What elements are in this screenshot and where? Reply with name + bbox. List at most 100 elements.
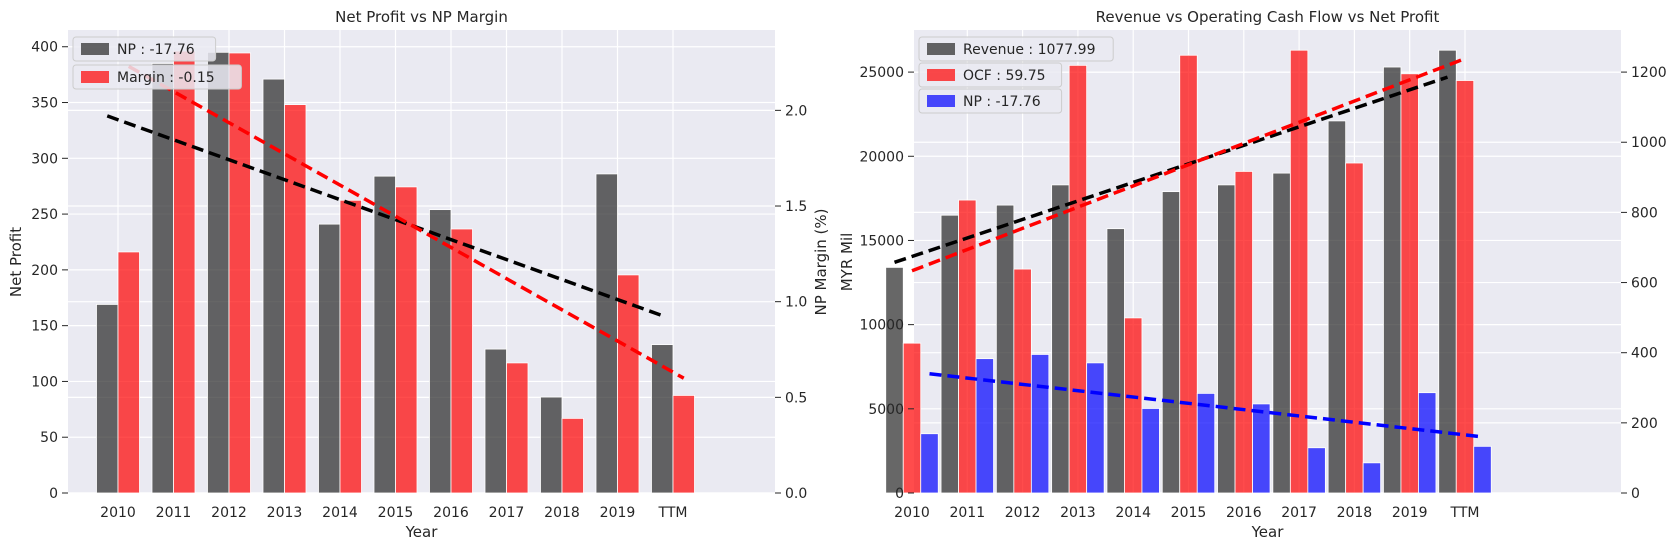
legend-left: NP : -17.76 Margin : -0.15: [72, 36, 242, 90]
x-tick-label: 2018: [544, 505, 580, 521]
x-tick-label: 2015: [1171, 505, 1207, 521]
y-tick-label: 50: [40, 430, 58, 446]
bar-np-2011: [151, 63, 174, 494]
y-tick-label: 200: [31, 263, 58, 279]
bar-np-2017: [1307, 447, 1326, 494]
y2-tick-label: 400: [1631, 346, 1658, 362]
trend-line-np: [106, 114, 663, 318]
bar-np-2012: [1030, 354, 1050, 494]
bar-revenue-2015: [1161, 191, 1181, 494]
x-axis-label-left: Year: [405, 523, 439, 541]
bar-revenue-2012: [995, 204, 1015, 494]
legend-label: OCF : 59.75: [963, 68, 1046, 84]
bar-margin-2014: [339, 199, 362, 494]
x-tick-label: 2012: [1005, 505, 1041, 521]
bar-ocf-2018: [1345, 162, 1364, 494]
bar-np-2010: [96, 304, 119, 494]
bar-margin-2017: [506, 362, 529, 494]
y2-tick-label: 0.0: [785, 486, 807, 502]
y-tick-label: 10000: [859, 318, 904, 334]
bar-np-2016: [1252, 403, 1271, 494]
legend-label: Revenue : 1077.99: [963, 42, 1095, 58]
legend-label: NP : -17.76: [117, 42, 195, 58]
legend-swatch: [81, 71, 109, 83]
bar-np-2014: [1141, 408, 1160, 494]
chart-title-right: Revenue vs Operating Cash Flow vs Net Pr…: [1096, 8, 1440, 26]
y-tick-label: 150: [31, 319, 58, 335]
bar-margin-2016: [450, 228, 473, 494]
legend-label: Margin : -0.15: [117, 70, 215, 86]
bar-revenue-2019: [1383, 66, 1402, 494]
bar-margin-TTM: [672, 395, 695, 494]
bar-margin-2019: [617, 274, 640, 494]
legend-swatch: [927, 69, 955, 81]
y2-tick-label: 2.0: [785, 103, 807, 119]
x-tick-label: 2013: [267, 505, 303, 521]
bar-np-2013: [262, 78, 285, 494]
legend-box: [918, 36, 1114, 62]
bar-np-2013: [1086, 362, 1105, 494]
trends-right: [893, 56, 1483, 439]
bar-np-2011: [975, 358, 994, 494]
x-tick-label: 2019: [600, 505, 636, 521]
chart-right: 0 5000 10000 15000 20000 25000 0 200 400 600 800 10…: [838, 8, 1667, 541]
y2-tick-label: 1.5: [785, 199, 807, 215]
chart-title-left: Net Profit vs NP Margin: [335, 8, 508, 26]
bar-np-TTM: [1473, 445, 1492, 494]
y-tick-label: 100: [31, 374, 58, 390]
bar-revenue-2018: [1327, 120, 1347, 494]
ticks-right: 0 5000 10000 15000 20000 25000 0 200 400 600 800 10…: [859, 65, 1666, 521]
x-tick-label: 2016: [1226, 505, 1262, 521]
bar-revenue-2016: [1217, 184, 1236, 494]
x-tick-label: TTM: [658, 505, 688, 521]
y2-tick-label: 1200: [1631, 65, 1667, 81]
x-tick-label: TTM: [1450, 505, 1480, 521]
bar-ocf-2015: [1179, 54, 1198, 494]
legend-swatch: [927, 95, 955, 107]
legend-label: NP : -17.76: [963, 94, 1041, 110]
y2-tick-label: 1.0: [785, 295, 807, 311]
y-axis-label-right: MYR Mil: [838, 233, 856, 292]
trends-left: [106, 64, 685, 380]
x-tick-label: 2011: [156, 505, 192, 521]
bar-margin-2015: [395, 186, 418, 494]
bar-margin-2013: [284, 104, 307, 494]
bar-revenue-2017: [1272, 172, 1291, 494]
y-tick-label: 0: [895, 486, 904, 502]
x-tick-label: 2010: [100, 505, 136, 521]
bar-ocf-2016: [1234, 171, 1253, 494]
x-tick-label: 2017: [1281, 505, 1317, 521]
bar-np-2018: [540, 396, 563, 494]
y2-tick-label: 0.5: [785, 390, 807, 406]
bar-ocf-2012: [1013, 268, 1032, 494]
y2-tick-label: 600: [1631, 276, 1658, 292]
x-tick-label: 2018: [1337, 505, 1373, 521]
y2-tick-label: 800: [1631, 205, 1658, 221]
bar-ocf-2013: [1068, 64, 1088, 494]
bars-left: [96, 50, 695, 494]
x-tick-label: 2019: [1392, 505, 1428, 521]
y-tick-label: 350: [31, 96, 58, 112]
x-tick-label: 2015: [378, 505, 414, 521]
trend-line-np: [929, 372, 1483, 439]
y-axis-label-left: Net Profit: [7, 227, 25, 297]
y-tick-label: 0: [49, 486, 58, 502]
bar-revenue-TTM: [1438, 49, 1457, 494]
y2-tick-label: 200: [1631, 416, 1658, 432]
trend-line-ocf: [911, 56, 1466, 273]
bar-np-2010: [920, 433, 939, 494]
legend-swatch: [927, 43, 955, 55]
legend-right: Revenue : 1077.99 OCF : 59.75 NP : -17.76: [918, 36, 1114, 114]
x-tick-label: 2014: [1115, 505, 1151, 521]
y2-tick-label: 0: [1631, 486, 1640, 502]
y-tick-label: 5000: [868, 402, 904, 418]
bars-right: [885, 49, 1492, 494]
bar-np-2018: [1362, 462, 1382, 494]
y-tick-label: 20000: [859, 149, 904, 165]
x-tick-label: 2014: [322, 505, 358, 521]
y2-axis-label-left: NP Margin (%): [812, 209, 830, 316]
x-tick-label: 2017: [489, 505, 525, 521]
x-tick-label: 2010: [894, 505, 930, 521]
x-tick-label: 2013: [1060, 505, 1096, 521]
